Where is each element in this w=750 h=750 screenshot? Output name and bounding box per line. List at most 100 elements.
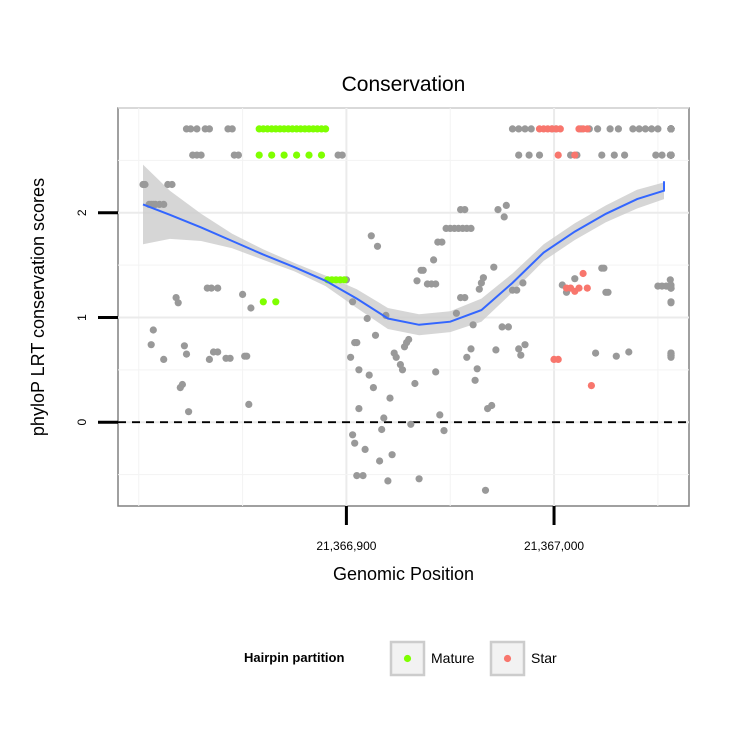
data-point-other <box>610 151 618 159</box>
chart-title: Conservation <box>342 73 466 96</box>
data-point-star <box>575 284 583 292</box>
data-point-other <box>473 365 481 373</box>
data-point-other <box>365 371 373 379</box>
legend-key-mature-dot <box>403 654 412 663</box>
data-point-other <box>438 238 446 246</box>
data-point-other <box>432 280 440 288</box>
y-tick-label: 2 <box>75 209 89 216</box>
data-point-other <box>667 125 675 133</box>
data-point-other <box>635 125 643 133</box>
data-point-other <box>349 431 357 439</box>
data-point-other <box>355 405 363 413</box>
data-point-other <box>405 335 413 344</box>
x-tick-label: 21,366,900 <box>316 539 376 553</box>
x-axis-label: Genomic Position <box>333 564 474 584</box>
data-point-other <box>367 232 375 240</box>
data-point-mature <box>259 298 267 306</box>
data-point-other <box>513 286 521 294</box>
data-point-other <box>515 345 523 353</box>
data-point-other <box>147 341 155 349</box>
data-point-other <box>207 284 215 292</box>
data-point-other <box>197 151 205 159</box>
data-point-other <box>648 125 656 133</box>
data-point-other <box>373 242 382 250</box>
data-point-mature <box>317 151 326 159</box>
data-point-mature <box>293 151 301 159</box>
data-point-other <box>606 125 614 133</box>
data-point-star <box>579 269 587 278</box>
data-point-mature <box>340 276 348 284</box>
data-point-other <box>598 151 606 159</box>
data-point-other <box>160 355 168 363</box>
data-point-other <box>160 200 168 208</box>
data-point-other <box>149 326 157 334</box>
data-point-other <box>621 151 629 159</box>
legend-title: Hairpin partition <box>244 650 344 665</box>
data-point-other <box>535 151 544 159</box>
data-point-other <box>413 277 421 285</box>
panel-background <box>117 107 690 507</box>
data-point-other <box>488 401 496 410</box>
data-point-other <box>411 379 419 388</box>
data-point-other <box>234 151 242 159</box>
data-point-other <box>521 341 529 349</box>
data-point-other <box>625 348 633 356</box>
series-star <box>535 125 596 390</box>
data-point-other <box>182 350 191 358</box>
data-point-other <box>378 425 386 434</box>
data-point-other <box>469 321 477 329</box>
data-point-other <box>667 299 675 307</box>
data-point-other <box>515 125 523 133</box>
smooth-line <box>142 181 665 326</box>
data-point-other <box>353 339 361 347</box>
data-point-other <box>226 354 234 362</box>
data-point-other <box>519 279 527 287</box>
data-point-other <box>571 275 579 283</box>
data-point-other <box>193 125 201 133</box>
data-point-other <box>502 201 510 209</box>
data-point-other <box>641 125 650 133</box>
legend-key-star-dot <box>503 654 512 663</box>
data-point-other <box>612 352 620 360</box>
data-point-other <box>398 366 407 374</box>
data-point-other <box>380 414 388 422</box>
data-point-other <box>351 439 359 447</box>
data-point-other <box>515 151 523 159</box>
data-point-other <box>369 384 377 392</box>
data-point-star <box>554 355 562 363</box>
data-point-mature <box>272 298 280 306</box>
data-point-other <box>667 352 675 360</box>
data-point-star <box>556 125 564 133</box>
legend: Hairpin partition Mature Star <box>244 640 557 677</box>
data-point-other <box>500 213 508 221</box>
data-point-other <box>461 206 469 214</box>
data-point-other <box>347 353 355 361</box>
legend-label-mature: Mature <box>431 650 475 666</box>
data-point-other <box>247 304 255 312</box>
data-point-other <box>440 427 448 435</box>
data-point-other <box>667 284 675 292</box>
data-point-other <box>436 411 444 419</box>
data-point-other <box>214 348 222 356</box>
data-point-other <box>187 125 195 133</box>
data-point-other <box>430 256 438 264</box>
data-point-star <box>583 125 591 133</box>
data-point-other <box>667 151 675 159</box>
data-point-other <box>592 349 600 357</box>
data-point-mature <box>280 151 288 159</box>
data-point-other <box>604 288 612 296</box>
data-point-other <box>614 125 623 133</box>
data-point-other <box>415 475 423 483</box>
data-point-other <box>407 420 415 428</box>
data-point-other <box>490 263 498 271</box>
data-point-other <box>349 298 357 306</box>
data-point-other <box>419 266 427 274</box>
data-point-other <box>180 342 188 350</box>
data-point-other <box>205 125 213 133</box>
data-point-other <box>432 368 440 376</box>
legend-label-star: Star <box>531 650 557 666</box>
data-point-other <box>228 125 236 133</box>
data-point-other <box>467 224 475 232</box>
smooth-curve <box>142 181 665 326</box>
